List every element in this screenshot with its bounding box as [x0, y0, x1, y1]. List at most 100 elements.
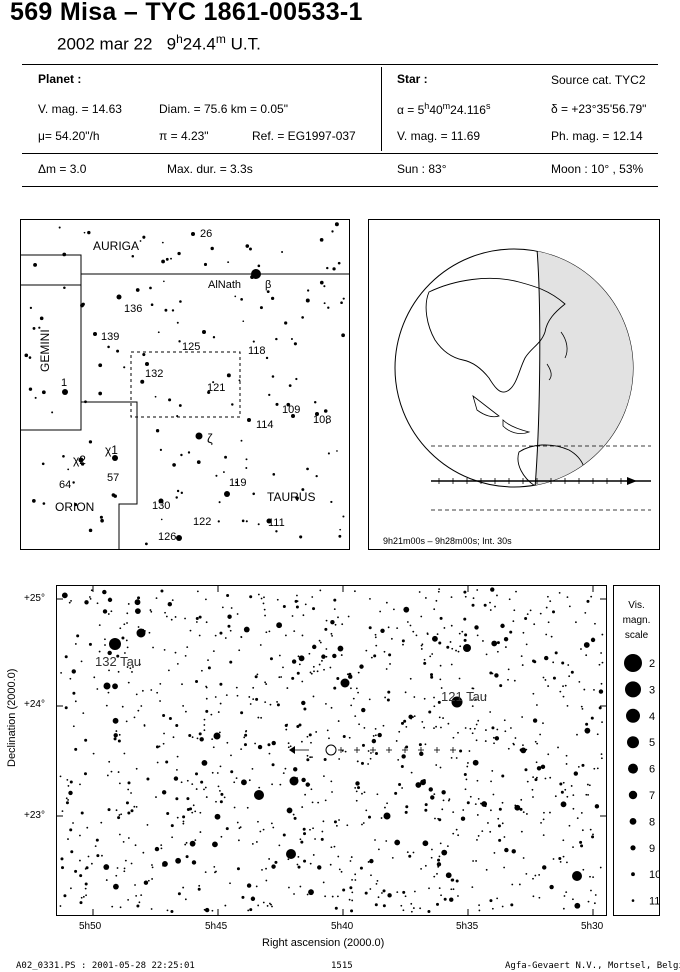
- finder-star: [212, 336, 216, 339]
- chart-star: [306, 758, 310, 762]
- max-duration: Max. dur. = 3.3s: [167, 162, 253, 176]
- finder-star: [176, 415, 179, 418]
- finder-star: [241, 519, 245, 523]
- chart-star: [501, 822, 504, 825]
- japan-outline: [560, 331, 568, 359]
- chart-star: [298, 655, 305, 662]
- chart-star: [282, 604, 286, 608]
- finder-bright-star: [62, 389, 68, 395]
- finder-star: [180, 491, 184, 495]
- chart-star: [189, 629, 192, 632]
- chart-star: [305, 782, 310, 787]
- chart-star: [133, 716, 136, 719]
- chart-star: [540, 765, 543, 768]
- finder-bright-star: [266, 518, 272, 524]
- chart-star: [374, 752, 378, 756]
- finder-star: [142, 352, 146, 357]
- chart-star: [312, 827, 314, 830]
- chart-star: [499, 684, 503, 688]
- chart-star: [249, 703, 252, 705]
- chart-star: [257, 593, 260, 596]
- chart-bright-star: [463, 644, 471, 652]
- finder-star: [231, 403, 234, 406]
- chart-star: [439, 616, 443, 620]
- finder-star: [24, 353, 29, 358]
- chart-star: [397, 758, 400, 761]
- finder-star: [28, 356, 32, 359]
- chart-star: [361, 707, 366, 713]
- chart-star: [579, 840, 583, 844]
- chart-star: [293, 630, 296, 633]
- chart-star: [504, 730, 507, 733]
- chart-star: [380, 817, 383, 819]
- finder-star: [259, 306, 263, 310]
- chart-star: [88, 642, 92, 646]
- chart-star: [233, 781, 236, 784]
- chart-star: [534, 874, 537, 877]
- chart-star: [382, 904, 386, 908]
- chart-star: [191, 860, 197, 865]
- chart-star: [446, 645, 450, 649]
- finder-star: [135, 288, 140, 292]
- chart-star: [562, 695, 565, 698]
- chart-star: [223, 796, 226, 799]
- chart-star: [356, 760, 359, 763]
- scale-svg: 2 3 4 5 6 7 8 9 10 11: [624, 654, 659, 908]
- chart-star: [330, 632, 333, 635]
- chart-star: [107, 650, 112, 656]
- chart-star: [504, 847, 509, 853]
- chart-star: [132, 666, 134, 668]
- chart-star: [594, 894, 597, 896]
- chart-star: [590, 716, 594, 720]
- chart-star: [84, 600, 89, 605]
- chart-star: [200, 669, 203, 672]
- chart-star: [134, 844, 137, 847]
- star-label-chi1: χ1: [105, 443, 118, 457]
- chart-star: [450, 756, 453, 759]
- chart-star: [507, 747, 510, 750]
- chart-star: [398, 730, 401, 733]
- chart-star: [340, 654, 343, 656]
- constellation-gemini: GEMINI: [38, 329, 52, 372]
- chart-star: [347, 615, 350, 618]
- scale-mag-label: 3: [649, 684, 655, 696]
- chart-star: [122, 841, 125, 843]
- chart-star: [211, 738, 214, 740]
- finder-star: [268, 393, 271, 397]
- chart-star: [224, 637, 227, 639]
- chart-star: [368, 815, 372, 819]
- chart-star: [324, 799, 327, 802]
- chart-star: [265, 879, 268, 882]
- chart-star: [203, 788, 205, 791]
- chart-star: [337, 616, 339, 619]
- chart-star: [257, 744, 263, 750]
- finder-star: [275, 402, 279, 406]
- chart-star: [278, 844, 281, 847]
- chart-star: [236, 867, 240, 871]
- chart-star: [306, 754, 309, 757]
- terminator-line: [534, 249, 541, 487]
- chart-star: [435, 725, 437, 728]
- chart-star: [282, 666, 284, 669]
- header-divider: [381, 67, 382, 151]
- finder-star: [326, 266, 329, 270]
- chart-star: [348, 898, 351, 901]
- chart-star: [140, 705, 143, 707]
- chart-star: [377, 848, 380, 851]
- chart-star: [156, 761, 159, 764]
- chart-star: [139, 663, 141, 666]
- chart-star: [212, 841, 218, 848]
- chart-star: [566, 596, 569, 599]
- chart-star: [69, 828, 73, 832]
- chart-star: [87, 855, 90, 858]
- time-unit: U.T.: [230, 34, 261, 54]
- finder-star: [334, 222, 339, 227]
- chart-star: [137, 626, 140, 628]
- chart-star: [268, 752, 271, 755]
- star-chart: 132 Tau 121 Tau: [56, 585, 607, 916]
- finder-star: [179, 300, 182, 303]
- finder-star: [159, 448, 163, 452]
- chart-star: [413, 890, 416, 893]
- finder-star: [142, 235, 146, 239]
- chart-star: [301, 680, 304, 683]
